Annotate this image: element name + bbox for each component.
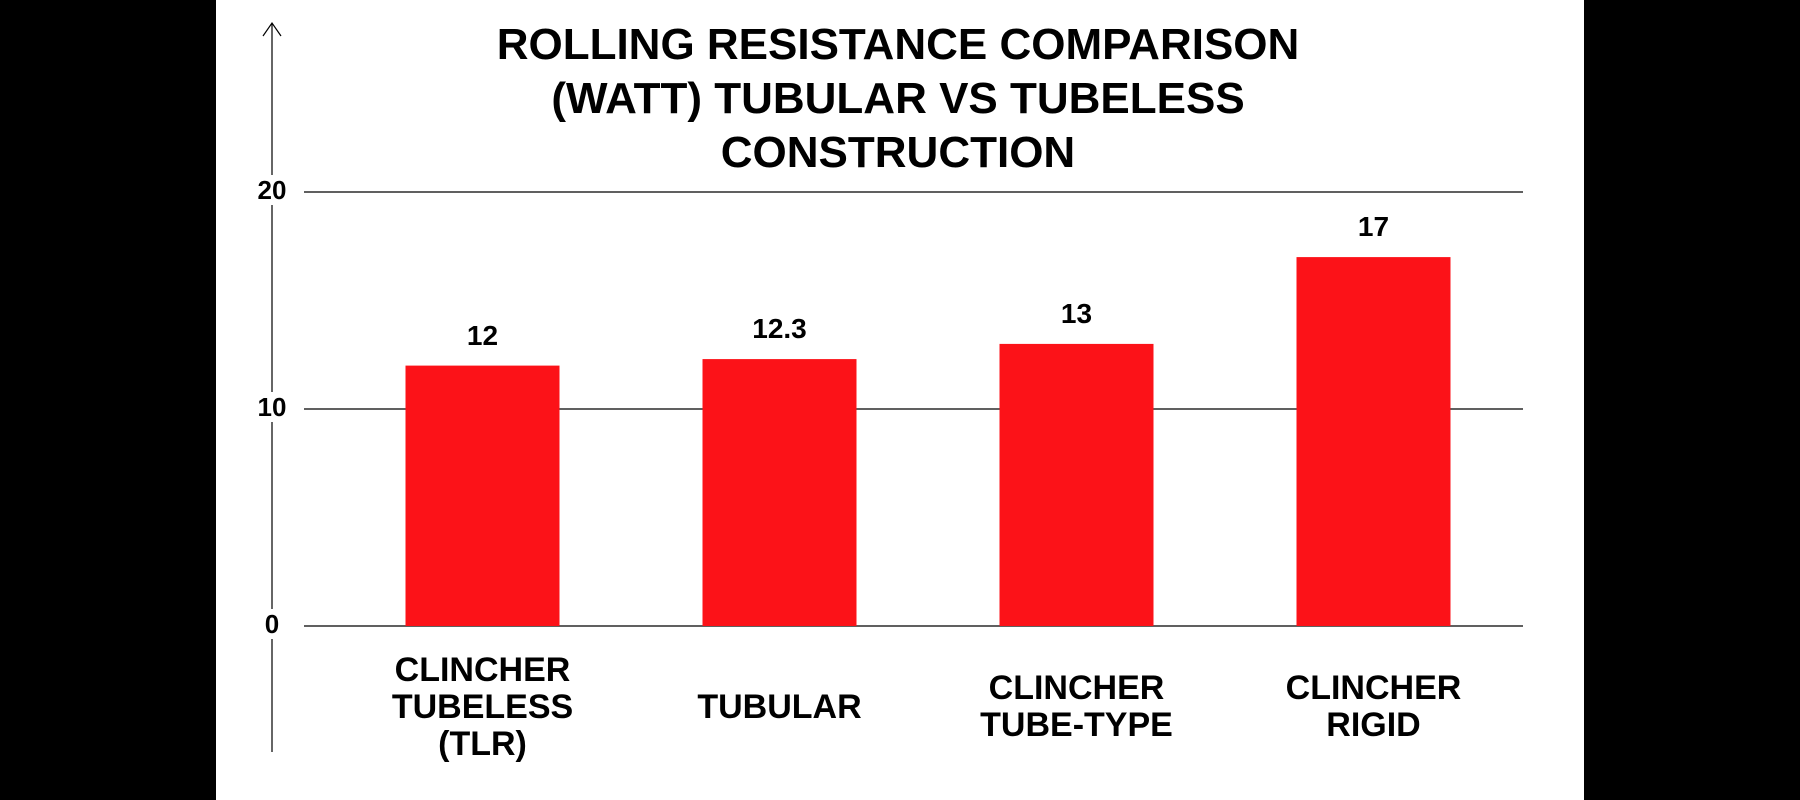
- chart-title: ROLLING RESISTANCE COMPARISON (WATT) TUB…: [496, 20, 1300, 177]
- y-tick-label: 0: [242, 609, 302, 639]
- x-tick-label: CLINCHER TUBELESS (TLR): [391, 650, 574, 763]
- y-tick-label: 20: [242, 175, 302, 205]
- y-tick-label: 10: [242, 392, 302, 422]
- bar: [702, 359, 857, 626]
- bar: [999, 343, 1154, 626]
- x-tick-label: CLINCHER RIGID: [1285, 669, 1462, 744]
- y-axis-arrow: [262, 21, 282, 37]
- bar: [1296, 257, 1451, 626]
- x-tick-label: TUBULAR: [697, 687, 862, 726]
- value-label: 13: [1060, 297, 1093, 329]
- value-label: 17: [1357, 211, 1390, 243]
- value-label: 12.3: [752, 313, 807, 345]
- x-tick-label: CLINCHER TUBE-TYPE: [980, 669, 1173, 744]
- bar: [405, 365, 560, 626]
- value-label: 12: [466, 319, 499, 351]
